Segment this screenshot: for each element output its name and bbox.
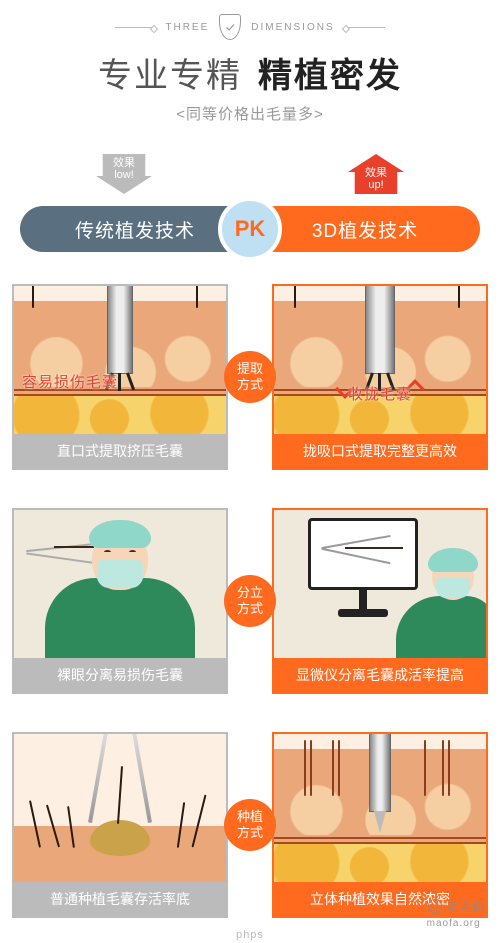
badge-line-right: [345, 27, 385, 28]
badge-text-left: THREE: [165, 22, 209, 33]
arrow-down-icon: 效果 low!: [96, 154, 152, 194]
row-separate: 裸眼分离易损伤毛囊 分立方式 显微仪分离毛囊成活率提高: [12, 508, 488, 694]
shield-icon: [219, 14, 241, 40]
row-label-text: 提取方式: [224, 351, 276, 403]
caption-separate-right: 显微仪分离毛囊成活率提高: [274, 658, 486, 692]
caption-separate-left: 裸眼分离易损伤毛囊: [14, 658, 226, 692]
effect-low-l1: 效果: [113, 157, 135, 169]
technician-icon: [396, 548, 486, 658]
card-extract-right: 收拢毛囊 拢吸口式提取完整更高效: [272, 284, 488, 470]
illus-separate-right: [274, 510, 486, 658]
badge-text-right: DIMENSIONS: [251, 22, 334, 33]
row-label-text: 分立方式: [224, 575, 276, 627]
card-separate-left: 裸眼分离易损伤毛囊: [12, 508, 228, 694]
comparison-rows: 容易损伤毛囊 直口式提取挤压毛囊 提取方式 收拢毛囊 拢吸口式提取: [0, 284, 500, 918]
illus-extract-left: 容易损伤毛囊: [14, 286, 226, 434]
pill-right: 3D植发技术: [250, 206, 480, 252]
illus-separate-left: [14, 510, 226, 658]
row-label-text: 种植方式: [224, 799, 276, 851]
row-plant: 普通种植毛囊存活率底 种植方式 立体种植效果自然浓密: [12, 732, 488, 918]
inner-label-right: 收拢毛囊: [348, 383, 412, 404]
row-label-separate: 分立方式: [228, 575, 272, 627]
watermark-url: maofa.org: [427, 918, 481, 929]
extractor-tool-icon: [365, 286, 395, 374]
inner-label-left: 容易损伤毛囊: [22, 371, 118, 392]
needle-icon: [369, 734, 391, 812]
badge-line-left: [115, 27, 155, 28]
caption-plant-left: 普通种植毛囊存活率底: [14, 882, 226, 916]
pill-left: 传统植发技术: [20, 206, 250, 252]
pk-badge: PK: [218, 197, 282, 261]
arrow-up-icon: 效果 up!: [348, 154, 404, 194]
card-plant-right: 立体种植效果自然浓密: [272, 732, 488, 918]
row-extract: 容易损伤毛囊 直口式提取挤压毛囊 提取方式 收拢毛囊 拢吸口式提取: [12, 284, 488, 470]
effect-low-l2: low!: [114, 169, 134, 181]
card-separate-right: 显微仪分离毛囊成活率提高: [272, 508, 488, 694]
card-plant-left: 普通种植毛囊存活率底: [12, 732, 228, 918]
subtitle: <同等价格出毛量多>: [0, 103, 500, 124]
card-extract-left: 容易损伤毛囊 直口式提取挤压毛囊: [12, 284, 228, 470]
main-title: 专业专精 精植密发: [0, 48, 500, 97]
illus-extract-right: 收拢毛囊: [274, 286, 486, 434]
watermark: 毛毛网 maofa.org: [427, 898, 486, 929]
effect-up-l2: up!: [368, 179, 383, 191]
row-label-plant: 种植方式: [228, 799, 272, 851]
effect-row: 效果 low! 效果 up!: [0, 154, 500, 202]
illus-plant-left: [14, 734, 226, 882]
watermark-brand: 毛毛网: [447, 900, 486, 914]
title-bold: 精植密发: [258, 48, 402, 97]
illus-plant-right: [274, 734, 486, 882]
effect-up-l1: 效果: [365, 167, 387, 179]
row-label-extract: 提取方式: [228, 351, 272, 403]
extractor-tool-icon: [107, 286, 133, 374]
caption-extract-right: 拢吸口式提取完整更高效: [274, 434, 486, 468]
caption-extract-left: 直口式提取挤压毛囊: [14, 434, 226, 468]
watermark-sub: phps: [236, 929, 264, 941]
top-badge: THREE DIMENSIONS: [0, 0, 500, 40]
title-light: 专业专精: [98, 48, 242, 97]
comparison-header: 传统植发技术 3D植发技术 PK: [20, 206, 480, 252]
